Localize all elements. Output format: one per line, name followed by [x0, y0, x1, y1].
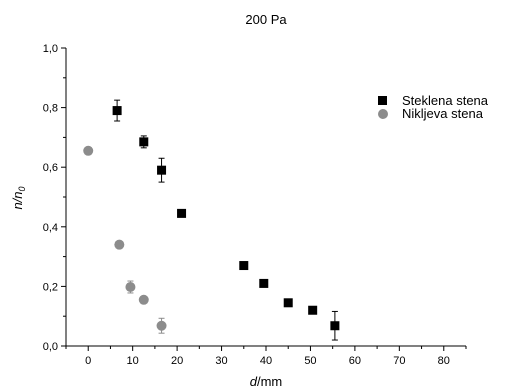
- x-tick-label: 60: [349, 355, 361, 367]
- x-tick-label: 50: [304, 355, 316, 367]
- legend: Steklena stena Nikljeva stena: [378, 93, 489, 121]
- x-tick-label: 80: [438, 355, 450, 367]
- y-tick-label: 0,8: [43, 103, 58, 115]
- data-point-nikljeva: [114, 239, 125, 250]
- x-axis-label-unit: /mm: [257, 374, 282, 389]
- data-point-steklena: [239, 261, 249, 271]
- legend-label-nikljeva: Nikljeva stena: [402, 106, 484, 121]
- x-tick-label: 70: [393, 355, 405, 367]
- y-tick-label: 1,0: [43, 43, 58, 55]
- data-point-steklena: [139, 137, 149, 147]
- y-tick-label: 0,0: [43, 341, 58, 353]
- x-tick-label: 20: [171, 355, 183, 367]
- data-point-steklena: [112, 106, 122, 116]
- data-marks: [83, 99, 340, 341]
- data-point-nikljeva: [83, 145, 94, 156]
- data-point-nikljeva: [156, 320, 167, 331]
- y-axis-label: n/n0: [10, 186, 27, 209]
- ticks: 0,0 0,2 0,4 0,6 0,8 1,0 0 10 20 30 40 50 60 70 80: [43, 43, 467, 367]
- legend-marker-nikljeva: [378, 109, 388, 119]
- x-tick-label: 40: [260, 355, 272, 367]
- legend-label-steklena: Steklena stena: [402, 93, 489, 108]
- x-axis-label: d/mm: [250, 374, 283, 389]
- legend-marker-steklena: [378, 96, 387, 105]
- data-point-steklena: [308, 305, 318, 315]
- data-point-nikljeva: [125, 281, 136, 292]
- y-axis-label-sub: 0: [17, 186, 27, 191]
- svg-text:n/n0: n/n0: [10, 186, 27, 209]
- data-point-steklena: [259, 278, 269, 288]
- x-tick-label: 30: [215, 355, 227, 367]
- x-tick-label: 10: [127, 355, 139, 367]
- x-axis-label-symbol: d: [250, 374, 258, 389]
- data-point-steklena: [177, 208, 187, 218]
- data-point-steklena: [157, 165, 167, 175]
- chart-title: 200 Pa: [245, 12, 287, 27]
- x-tick-label: 0: [85, 355, 91, 367]
- y-tick-label: 0,6: [43, 162, 58, 174]
- y-axis-label-main: n/n: [10, 191, 25, 209]
- data-point-steklena: [330, 321, 340, 331]
- y-tick-label: 0,4: [43, 222, 58, 234]
- y-tick-label: 0,2: [43, 281, 58, 293]
- data-point-steklena: [283, 298, 293, 308]
- data-point-nikljeva: [138, 294, 149, 305]
